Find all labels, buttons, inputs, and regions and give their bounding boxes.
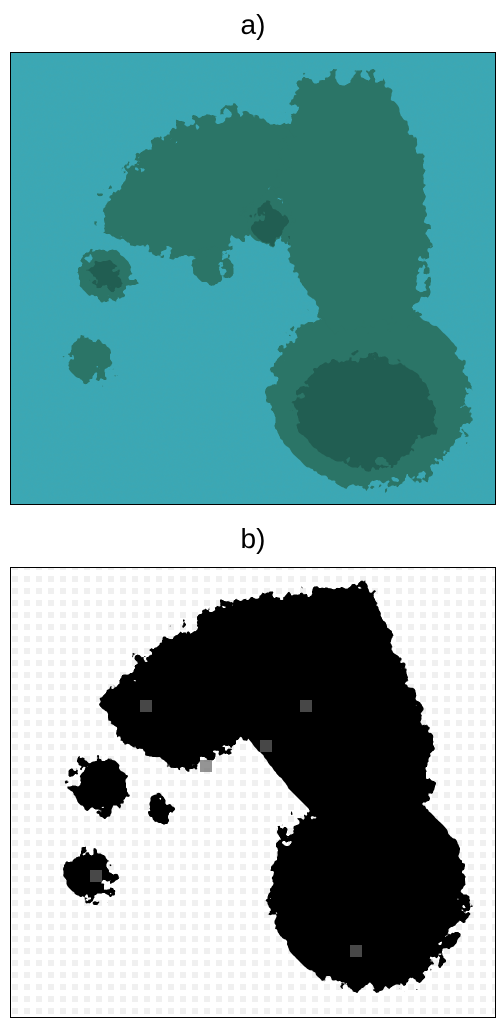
figure: a) b) [0,0,498,1018]
panel-label: b) [241,523,266,554]
classified-image [10,567,496,1018]
page: a) b) [0,0,498,1018]
panel-label: a) [241,9,266,40]
aerial-image [10,52,496,505]
